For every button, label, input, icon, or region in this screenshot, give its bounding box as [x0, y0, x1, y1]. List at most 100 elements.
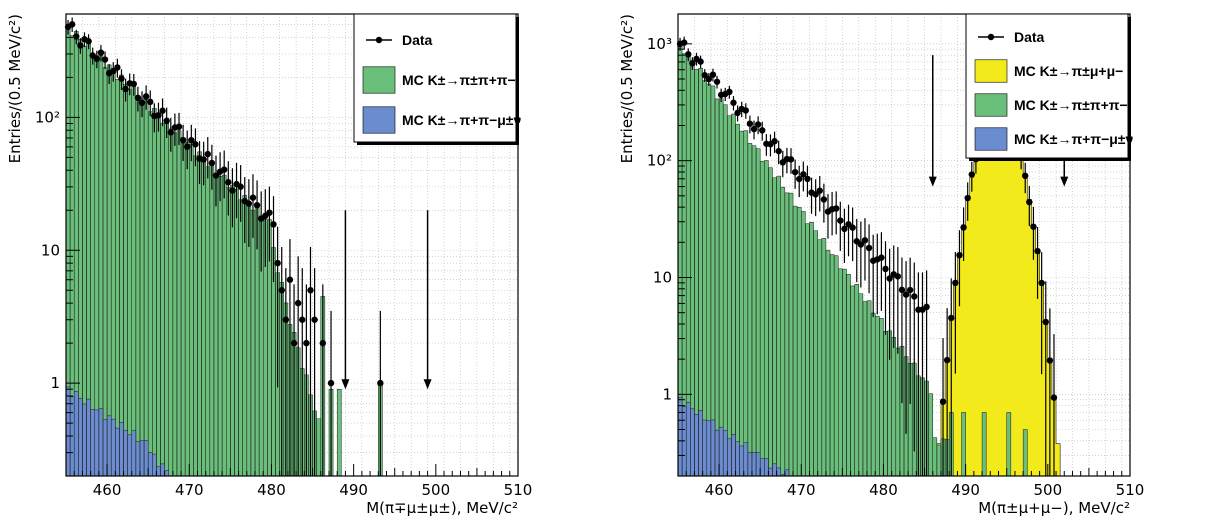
data-point: [303, 339, 310, 347]
y-tick-label: 10³: [647, 35, 672, 53]
data-point: [943, 356, 951, 364]
signal-histogram: [928, 110, 1098, 477]
legend-label: MC K±→π±μ+μ−: [1014, 63, 1123, 79]
y-tick-label: 10²: [35, 108, 60, 126]
data-point: [964, 194, 971, 202]
legend: Data MC K±→π±μ+μ− MC K±→π±π+π− MC K±→π+π−μ±…: [965, 13, 1133, 161]
data-point: [253, 201, 261, 209]
data-point: [327, 379, 335, 387]
data-point: [816, 187, 823, 194]
legend-swatch: [974, 93, 1008, 117]
data-point: [208, 159, 216, 167]
data-point: [294, 299, 302, 307]
legend-label: MC K±→π±π+π−: [1014, 97, 1128, 113]
data-point: [948, 314, 955, 322]
x-axis-label: M(π∓μ±μ±), MeV/c²: [366, 499, 518, 517]
data-point: [1034, 247, 1041, 255]
data-point: [800, 171, 807, 178]
histogram-bars: [65, 24, 383, 477]
data-point: [114, 64, 121, 71]
data-point: [939, 398, 947, 405]
x-tick-label: 470: [787, 481, 816, 499]
data-point: [101, 56, 109, 63]
x-tick-label: 480: [257, 481, 286, 499]
histogram-bars: [65, 386, 173, 477]
data-point: [179, 136, 187, 144]
legend-marker-dot: [987, 33, 995, 41]
data-point: [1030, 223, 1037, 230]
data-point: [278, 287, 285, 294]
data-point: [155, 112, 162, 119]
data-point: [290, 339, 298, 347]
plot-frame: [677, 13, 1131, 477]
x-tick-label: 500: [421, 481, 450, 499]
data-point: [163, 117, 170, 125]
data-point: [820, 196, 828, 203]
data-point: [746, 120, 754, 127]
y-axis-label: Entries/(0.5 MeV/c²): [618, 14, 636, 163]
legend-swatch: [362, 106, 396, 134]
data-point: [882, 265, 889, 273]
data-point: [968, 171, 975, 178]
data-point: [1026, 198, 1033, 206]
data-point: [319, 339, 327, 347]
data-point: [167, 129, 174, 136]
data-point: [229, 187, 236, 194]
data-point: [861, 237, 869, 244]
background-histogram: [65, 386, 173, 477]
data-point: [833, 205, 840, 212]
data-point: [159, 107, 166, 114]
data-point: [796, 175, 803, 183]
right-chart-panel: 460 470 480 490 500 510 M(π±μ+μ−), MeV/c² 1 10 10…: [612, 0, 1223, 517]
data-point: [73, 33, 80, 40]
data-point: [1042, 318, 1049, 326]
data-point: [841, 225, 848, 233]
data-point: [307, 287, 314, 294]
x-tick-label: 460: [93, 481, 122, 499]
data-point: [705, 75, 713, 83]
data-point: [742, 107, 749, 114]
arrow-head: [423, 379, 432, 390]
data-point: [685, 51, 692, 58]
data-point: [709, 71, 717, 78]
legend: Data MC K±→π±π+π− MC K±→π+π−μ±ν: [353, 13, 521, 145]
data-point: [122, 85, 129, 93]
legend-label: Data: [1014, 29, 1045, 45]
data-point: [713, 78, 721, 85]
legend-swatch: [362, 66, 396, 94]
legend-label: MC K±→π±π+π−: [402, 72, 516, 88]
data-point: [274, 259, 281, 267]
x-tick-label: 490: [951, 481, 980, 499]
data-point: [221, 166, 228, 173]
data-point: [212, 172, 220, 179]
data-point: [804, 175, 811, 183]
data-point: [188, 136, 195, 144]
data-point: [282, 316, 290, 323]
data-point: [952, 279, 959, 287]
data-point: [898, 286, 906, 294]
data-point: [775, 147, 782, 155]
legend-label: Data: [402, 32, 433, 48]
x-tick-label: 510: [1116, 481, 1145, 499]
x-tick-label: 490: [339, 481, 368, 499]
data-point: [1038, 279, 1045, 287]
legend-swatch: [974, 59, 1008, 83]
y-axis-label: Entries/(0.5 MeV/c²): [6, 14, 24, 163]
data-point: [812, 191, 819, 198]
data-point: [754, 121, 762, 128]
arrow-head: [928, 176, 937, 187]
data-point: [130, 80, 137, 88]
data-point: [923, 303, 930, 311]
data-point: [266, 209, 273, 216]
legend-marker-dot: [375, 36, 383, 44]
data-point: [759, 127, 766, 134]
data-point: [249, 194, 257, 201]
y-tick-label: 1: [50, 374, 60, 392]
plot-frame: [65, 13, 519, 477]
arrow-head: [1060, 176, 1069, 187]
data-point: [701, 71, 708, 79]
data-point: [960, 224, 967, 231]
data-point: [894, 273, 902, 280]
